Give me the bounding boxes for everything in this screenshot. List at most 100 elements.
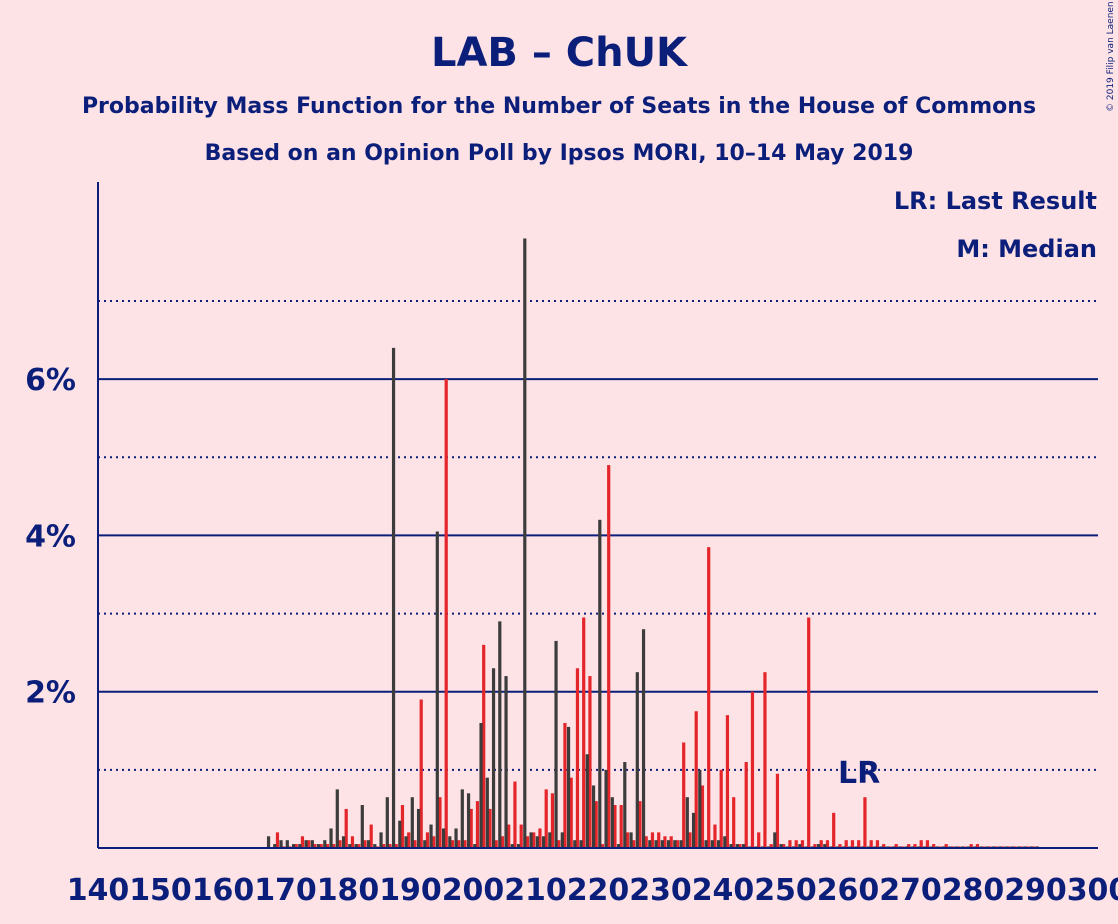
bar-lab-223: [613, 805, 617, 848]
bar-chuk-204: [498, 621, 502, 848]
bar-lab-210: [532, 832, 536, 848]
bar-chuk-255: [816, 844, 821, 848]
bar-chuk-212: [548, 832, 552, 848]
bar-chuk-232: [673, 840, 677, 848]
bar-lab-174: [307, 840, 311, 848]
bar-chuk-210: [535, 836, 539, 848]
bar-lab-281: [975, 844, 980, 848]
bar-lab-203: [488, 808, 492, 848]
bar-lab-206: [507, 824, 511, 848]
bar-lab-190: [407, 832, 411, 848]
bar-chuk-188: [398, 820, 402, 848]
bar-chuk-171: [291, 844, 296, 848]
bar-lab-271: [913, 844, 917, 848]
bar-lab-240: [719, 769, 723, 848]
bar-lab-187: [388, 844, 392, 848]
bar-chuk-217: [579, 840, 583, 848]
bar-chuk-189: [404, 836, 408, 848]
bar-chuk-218: [585, 754, 589, 848]
bar-lab-221: [600, 844, 605, 848]
x-tick-label: 180: [317, 873, 380, 908]
bar-chuk-169: [279, 840, 283, 848]
bar-chuk-180: [348, 844, 352, 848]
bar-lab-177: [325, 844, 330, 848]
bar-chuk-226: [635, 672, 639, 848]
y-tick-label: 2%: [25, 676, 76, 711]
bar-chuk-192: [423, 840, 427, 848]
bar-chuk-206: [510, 844, 514, 848]
bar-lab-251: [788, 840, 792, 848]
x-tick-label: 170: [254, 873, 317, 908]
bar-lab-249: [775, 773, 780, 848]
bar-chuk-186: [385, 797, 389, 848]
bar-chuk-243: [741, 844, 746, 848]
bar-lab-266: [882, 844, 886, 848]
bar-lab-169: [275, 832, 280, 848]
bar-lab-199: [463, 840, 467, 848]
y-tick-labels: 2% 4% 6%: [25, 363, 76, 711]
bar-lab-273: [925, 840, 930, 848]
bar-lab-268: [894, 844, 898, 848]
bar-chuk-213: [554, 640, 558, 848]
bar-lab-257: [825, 840, 830, 848]
bar-chuk-220: [598, 519, 602, 848]
bar-lab-227: [638, 801, 642, 848]
bar-lab-189: [400, 805, 405, 848]
bar-chuk-227: [641, 629, 646, 848]
bar-lab-193: [425, 832, 430, 848]
bar-lab-224: [619, 805, 623, 848]
bar-chuk-181: [354, 844, 358, 848]
bar-chuk-191: [416, 808, 421, 848]
bar-lab-205: [500, 836, 505, 848]
bar-chuk-207: [516, 844, 521, 848]
bar-lab-261: [850, 840, 855, 848]
bar-chuk-172: [298, 844, 302, 848]
x-tick-label: 300: [1067, 873, 1118, 908]
bar-lab-228: [644, 836, 648, 848]
bar-lab-262: [857, 840, 861, 848]
x-tick-label: 260: [817, 873, 880, 908]
bar-chuk-175: [316, 844, 321, 848]
bar-lab-179: [338, 840, 342, 848]
bar-lab-192: [419, 699, 423, 848]
bar-lab-255: [813, 844, 817, 848]
bar-chuk-176: [323, 840, 327, 848]
x-tick-label: 190: [379, 873, 442, 908]
bar-chuk-167: [266, 836, 271, 848]
x-tick-label: 200: [442, 873, 505, 908]
bar-chuk-219: [591, 785, 596, 848]
bar-chuk-224: [623, 762, 627, 848]
bar-chuk-174: [310, 840, 314, 848]
bar-lab-181: [350, 836, 355, 848]
bar-lab-270: [907, 844, 911, 848]
x-tick-label: 240: [692, 873, 755, 908]
bar-lab-204: [494, 840, 498, 848]
bar-lab-176: [319, 844, 323, 848]
bar-lab-198: [457, 840, 461, 848]
bar-lab-188: [394, 844, 398, 848]
x-tick-label: 290: [1004, 873, 1067, 908]
bar-chuk-221: [604, 769, 608, 848]
bar-chuk-168: [273, 844, 277, 848]
bar-chuk-199: [466, 793, 471, 848]
bar-lab-172: [294, 844, 298, 848]
bar-chuk-230: [660, 840, 664, 848]
bar-lab-202: [482, 644, 486, 848]
bar-lab-183: [363, 840, 367, 848]
bar-lab-220: [594, 801, 598, 848]
bar-lab-243: [738, 844, 742, 848]
y-tick-label: 4%: [25, 519, 76, 554]
bar-lab-218: [582, 617, 586, 848]
bar-lab-264: [869, 840, 873, 848]
bar-chuk-225: [629, 832, 633, 848]
bar-chuk-196: [448, 836, 452, 848]
bar-chuk-205: [504, 676, 508, 848]
bar-lab-215: [563, 722, 567, 848]
bar-lab-241: [725, 715, 730, 848]
last-result-marker: LR: [838, 756, 880, 791]
bar-lab-245: [750, 691, 755, 848]
bar-lab-195: [438, 797, 442, 848]
bar-chuk-256: [823, 844, 827, 848]
bar-chuk-194: [435, 531, 439, 848]
